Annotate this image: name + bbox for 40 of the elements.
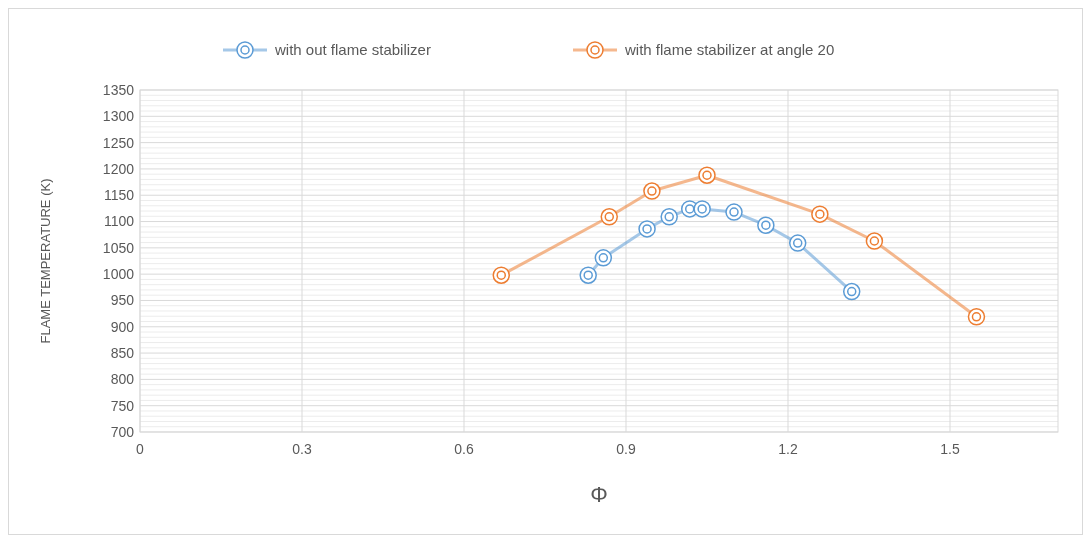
- point: [643, 182, 661, 200]
- y-tick-label: 950: [110, 292, 135, 309]
- y-tick-label: 700: [110, 423, 135, 440]
- point: [842, 282, 861, 301]
- point: [660, 208, 678, 226]
- point: [600, 208, 619, 226]
- y-tick-label: 1050: [102, 239, 135, 256]
- y-tick-label: 1350: [102, 81, 135, 98]
- point: [811, 205, 829, 223]
- point: [638, 220, 656, 238]
- x-tick-label: 0.3: [292, 441, 312, 457]
- x-tick-label: 1.5: [940, 441, 960, 457]
- y-tick-label: 1250: [102, 134, 135, 151]
- point: [967, 308, 986, 326]
- y-tick-label: 850: [110, 344, 135, 361]
- point: [693, 200, 711, 218]
- y-tick-label: 1150: [103, 187, 135, 204]
- y-tick-label: 1200: [102, 160, 135, 177]
- legend-label: with flame stabilizer at angle 20: [624, 41, 835, 59]
- point: [698, 166, 716, 184]
- y-tick-label: 800: [110, 371, 135, 388]
- y-axis-title: FLAME TEMPERATURE (K): [38, 178, 53, 344]
- point: [788, 234, 807, 252]
- point: [492, 266, 511, 284]
- y-tick-label: 900: [110, 318, 135, 335]
- y-tick-label: 750: [110, 397, 135, 414]
- legend-label: with out flame stabilizer: [274, 41, 431, 59]
- point: [725, 203, 743, 221]
- point: [594, 249, 613, 267]
- x-tick-label: 1.2: [778, 441, 798, 457]
- x-tick-label: 0.9: [616, 441, 636, 457]
- point: [865, 232, 884, 250]
- y-tick-label: 1100: [103, 213, 135, 230]
- point: [757, 216, 775, 234]
- y-tick-label: 1300: [102, 108, 135, 125]
- y-tick-label: 1000: [102, 266, 135, 283]
- x-tick-label: 0: [136, 441, 145, 457]
- x-axis-title: Φ: [590, 482, 608, 507]
- point: [579, 266, 597, 284]
- x-tick-label: 0.6: [454, 441, 474, 457]
